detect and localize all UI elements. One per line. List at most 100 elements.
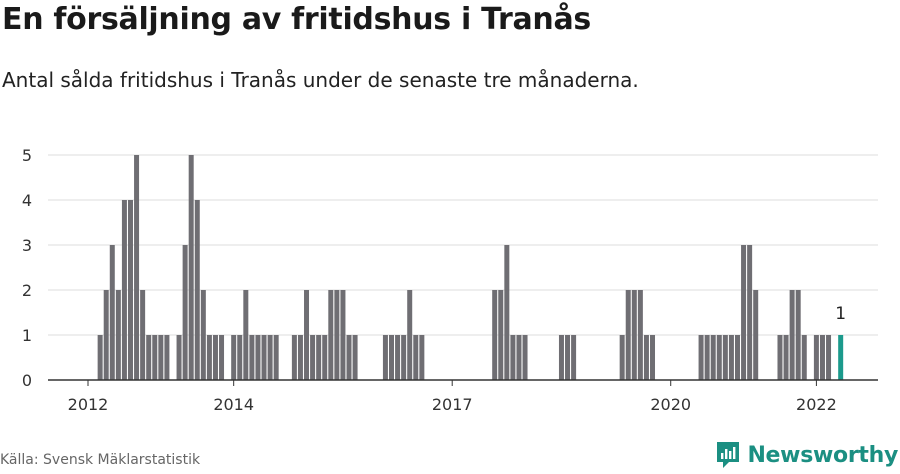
bar xyxy=(164,335,170,380)
bar xyxy=(741,245,747,380)
annotations: 1 xyxy=(835,304,846,324)
bar xyxy=(789,290,795,380)
bar xyxy=(103,290,109,380)
bar xyxy=(140,290,146,380)
bar xyxy=(734,335,740,380)
bar xyxy=(698,335,704,380)
bar xyxy=(710,335,716,380)
data-label: 1 xyxy=(835,304,846,324)
y-tick-label: 0 xyxy=(22,371,32,390)
bar xyxy=(231,335,237,380)
bar xyxy=(188,155,194,380)
y-tick-label: 4 xyxy=(22,191,32,210)
bar xyxy=(194,200,200,380)
bar xyxy=(498,290,504,380)
bar xyxy=(413,335,419,380)
bar xyxy=(631,290,637,380)
bar xyxy=(334,290,340,380)
bar xyxy=(838,335,844,380)
bar xyxy=(328,290,334,380)
bar xyxy=(267,335,273,380)
y-tick-label: 1 xyxy=(22,326,32,345)
bar xyxy=(121,200,127,380)
bar xyxy=(316,335,322,380)
bar xyxy=(206,335,212,380)
bar xyxy=(704,335,710,380)
bar xyxy=(813,335,819,380)
bar xyxy=(395,335,401,380)
bar xyxy=(728,335,734,380)
bar xyxy=(801,335,807,380)
bar xyxy=(795,290,801,380)
bar xyxy=(322,335,328,380)
bar xyxy=(200,290,206,380)
bar xyxy=(352,335,358,380)
bar xyxy=(510,335,516,380)
brand-logo: Newsworthy xyxy=(715,440,898,470)
bar xyxy=(273,335,279,380)
x-tick-label: 2014 xyxy=(213,395,254,414)
bar xyxy=(407,290,413,380)
chart-subtitle: Antal sålda fritidshus i Tranås under de… xyxy=(2,68,639,92)
bar xyxy=(558,335,564,380)
bar xyxy=(261,335,267,380)
bar xyxy=(747,245,753,380)
bar xyxy=(219,335,225,380)
bar xyxy=(109,245,115,380)
bar xyxy=(134,155,140,380)
bar xyxy=(637,290,643,380)
y-tick-label: 3 xyxy=(22,236,32,255)
bar xyxy=(819,335,825,380)
bar xyxy=(146,335,152,380)
bar xyxy=(127,200,133,380)
bars xyxy=(97,155,844,380)
bar xyxy=(340,290,346,380)
bar xyxy=(625,290,631,380)
bar xyxy=(291,335,297,380)
source-note: Källa: Svensk Mäklarstatistik xyxy=(0,452,201,468)
bar xyxy=(643,335,649,380)
x-tick-label: 2017 xyxy=(432,395,473,414)
bar xyxy=(310,335,316,380)
bar xyxy=(249,335,255,380)
x-tick-label: 2020 xyxy=(650,395,691,414)
y-tick-label: 2 xyxy=(22,281,32,300)
bar xyxy=(826,335,832,380)
bar xyxy=(722,335,728,380)
bar xyxy=(650,335,656,380)
bar xyxy=(176,335,182,380)
bar xyxy=(516,335,522,380)
bar xyxy=(182,245,188,380)
bar xyxy=(237,335,243,380)
bar xyxy=(255,335,261,380)
bar xyxy=(716,335,722,380)
bar xyxy=(389,335,394,380)
bar xyxy=(522,335,528,380)
bar xyxy=(777,335,783,380)
x-tick-label: 2022 xyxy=(796,395,837,414)
bar xyxy=(419,335,425,380)
y-tick-label: 5 xyxy=(22,146,32,165)
bar xyxy=(382,335,388,380)
bar xyxy=(565,335,571,380)
bar xyxy=(571,335,577,380)
bar xyxy=(243,290,249,380)
bar xyxy=(304,290,310,380)
bar xyxy=(504,245,510,380)
bar xyxy=(152,335,158,380)
bar xyxy=(212,335,218,380)
bar xyxy=(97,335,103,380)
bar xyxy=(346,335,352,380)
chart-title: En försäljning av fritidshus i Tranås xyxy=(2,2,591,37)
bar xyxy=(492,290,498,380)
bar xyxy=(158,335,164,380)
x-axis-ticks: 2012 2014 2017 2020 2022 xyxy=(68,380,837,414)
newsworthy-logo-icon xyxy=(717,442,740,468)
bar xyxy=(619,335,625,380)
bar xyxy=(753,290,759,380)
x-tick-label: 2012 xyxy=(68,395,109,414)
bar xyxy=(115,290,121,380)
bar xyxy=(783,335,789,380)
y-axis-ticks: 0 1 2 3 4 5 xyxy=(22,146,32,390)
